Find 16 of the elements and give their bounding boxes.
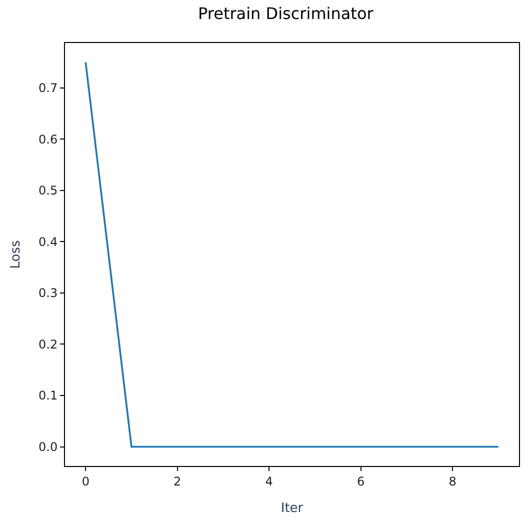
x-tick-label: 6 — [356, 474, 365, 488]
x-tick-label: 8 — [448, 474, 456, 488]
y-axis-title: Loss — [8, 240, 24, 269]
x-tick-label: 4 — [265, 474, 273, 488]
y-tick-label: 0.5 — [38, 184, 58, 198]
y-tick-label: 0.6 — [38, 132, 58, 146]
y-tick-label: 0.4 — [38, 234, 58, 249]
x-tick-label: 2 — [174, 474, 182, 488]
y-tick-label: 0.7 — [38, 81, 58, 96]
x-tick-label: 0 — [82, 474, 90, 488]
x-axis-title: Iter — [280, 501, 304, 516]
chart-title: Pretrain Discriminator — [198, 4, 374, 24]
text: 0.0 — [38, 440, 58, 454]
y-tick-label: 0.3 — [38, 286, 58, 300]
y-tick-label: 0.2 — [38, 337, 58, 352]
y-tick-label: 0.1 — [38, 388, 58, 403]
